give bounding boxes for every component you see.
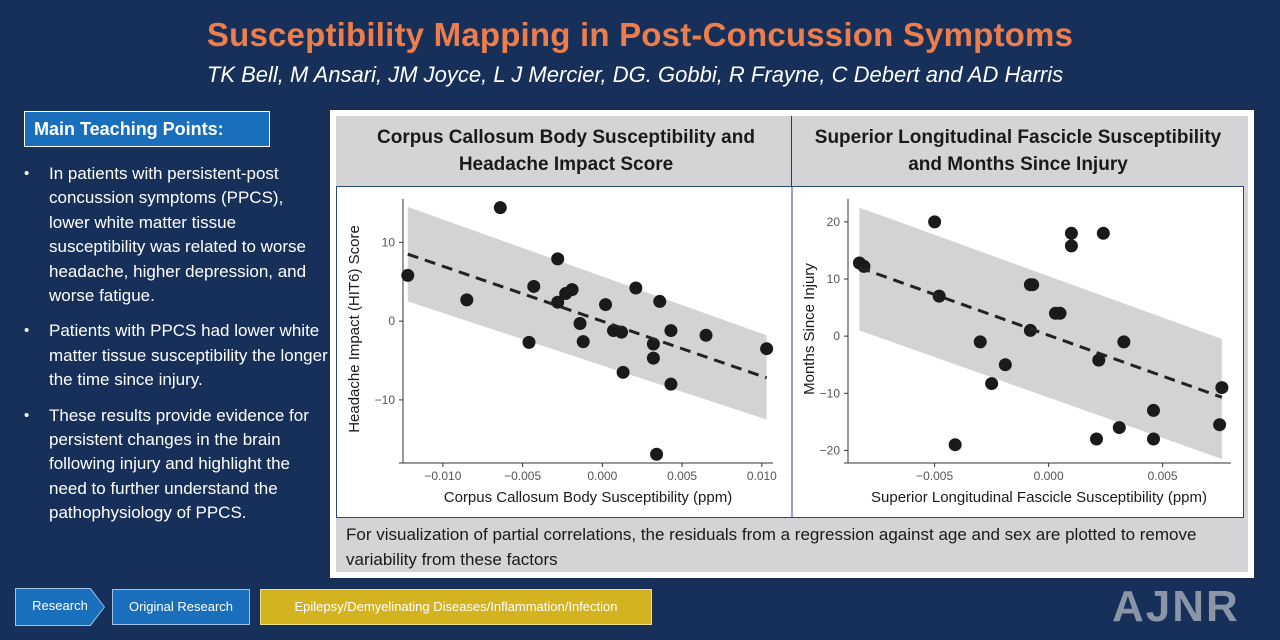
data-point [1117,335,1131,349]
chart-title-left: Corpus Callosum Body Susceptibility and … [377,127,755,175]
data-point [1064,239,1078,253]
data-point [699,328,713,342]
teaching-point-text: Patients with PPCS had lower white matte… [49,321,328,390]
teaching-point: • Patients with PPCS had lower white matt… [22,319,328,392]
research-tag[interactable]: Research [16,589,104,625]
x-axis-label: Superior Longitudinal Fascicle Susceptib… [871,489,1207,506]
data-point [650,447,664,461]
data-point [948,438,962,452]
title-divider [791,116,792,186]
original-research-tag[interactable]: Original Research [112,589,250,625]
data-point [527,279,541,293]
x-tick-label: 0.000 [587,469,617,483]
charts-frame: −0.010 −0.005 0.000 0.005 0.010 −10 0 10 Corpus … [336,186,1244,518]
data-point [646,337,660,351]
data-point [928,215,942,229]
data-point [1213,418,1227,432]
data-point [401,268,415,282]
y-axis-label: Headache Impact (HIT6) Score [346,225,363,433]
regression-line [407,252,768,380]
teaching-points-list: • In patients with persistent-post concus… [22,162,328,537]
data-point [760,342,774,356]
data-point [1215,381,1229,395]
x-tick-label: 0.005 [667,469,697,483]
data-point [1146,432,1160,446]
data-point [460,293,474,307]
teaching-point: • These results provide evidence for pers… [22,404,328,526]
data-point [1026,278,1040,292]
data-point [653,294,667,308]
data-point [576,335,590,349]
data-point [998,358,1012,372]
data-point [551,252,565,266]
chart-title-right: Superior Longitudinal Fascicle Susceptib… [814,127,1222,175]
page-title: Susceptibility Mapping in Post-Concussio… [206,16,1074,53]
figure-panel-inner: Corpus Callosum Body Susceptibility and … [336,116,1248,572]
bullet-icon: • [24,165,30,182]
data-point [565,283,579,297]
data-point [1092,353,1106,367]
category-tag[interactable]: Epilepsy/Demyelinating Diseases/Inflamma… [260,589,652,625]
x-tick-label: 0.010 [747,469,777,483]
x-tick-label: 0.005 [1148,469,1178,483]
figure-panel: Corpus Callosum Body Susceptibility and … [330,110,1254,578]
data-point [629,281,643,295]
confidence-band [407,206,767,420]
confidence-band [859,207,1222,459]
data-point [1112,421,1126,435]
y-tick-label: −10 [375,393,396,407]
teaching-points-header: Main Teaching Points: [24,111,270,147]
data-point [1096,226,1110,240]
data-point [664,324,678,338]
bullet-icon: • [24,406,30,424]
data-point [1089,432,1103,446]
y-tick-label: 20 [827,215,841,229]
data-point [1023,323,1037,337]
authors-line: TK Bell, M Ansari, JM Joyce, L J Mercier… [206,62,1064,87]
teaching-point: • In patients with persistent-post concus… [22,162,328,308]
x-tick-label: −0.005 [504,469,541,483]
data-point [616,365,630,379]
x-tick-label: −0.010 [424,469,461,483]
x-tick-label: 0.000 [1034,469,1064,483]
x-tick-label: −0.005 [916,469,953,483]
teaching-point-text: These results provide evidence for persi… [49,405,309,523]
x-axis-label: Corpus Callosum Body Susceptibility (ppm… [444,489,732,506]
data-point [493,201,507,215]
y-tick-label: 0 [833,329,840,343]
data-point [973,335,987,349]
data-point [573,316,587,330]
data-point [1146,403,1160,417]
data-point [599,298,613,312]
teaching-point-text: In patients with persistent-post concuss… [49,164,307,306]
data-point [932,289,946,303]
ajnr-logo: AJNR [1112,582,1240,631]
y-tick-label: 10 [382,235,396,249]
y-tick-label: −10 [820,386,841,400]
data-point [646,351,660,365]
data-point [1053,306,1067,320]
regression-line [858,266,1223,399]
data-point [985,377,999,391]
y-tick-label: 0 [388,314,395,328]
data-point [522,335,536,349]
bullet-icon: • [24,322,30,340]
data-point [1064,226,1078,240]
data-point [614,325,628,339]
y-axis-label: Months Since Injury [801,263,818,395]
y-tick-label: −20 [820,443,841,457]
scatter-plots: −0.010 −0.005 0.000 0.005 0.010 −10 0 10 Corpus … [346,187,1231,517]
y-tick-label: 10 [827,272,841,286]
data-point [551,295,565,309]
figure-footnote: For visualization of partial correlation… [346,525,1197,569]
data-point [664,377,678,391]
